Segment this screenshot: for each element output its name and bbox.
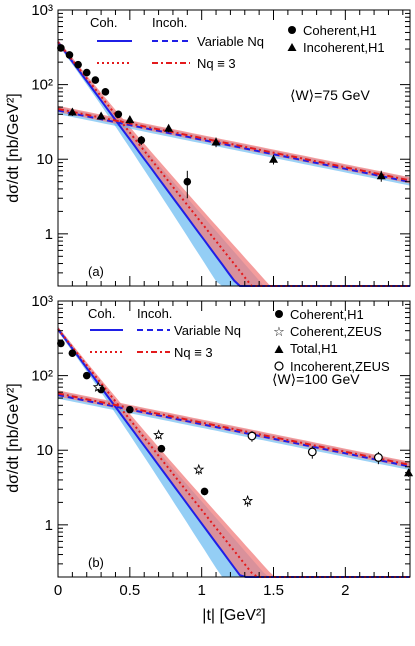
point-coherent-h1	[68, 349, 77, 357]
point-coherent-zeus	[92, 381, 104, 392]
incoherent-nq3-line	[57, 107, 411, 182]
legend-b-header-coh: Coh.	[88, 306, 115, 321]
panel-a-points	[57, 44, 386, 199]
legend-a-header-incoh: Incoh.	[152, 15, 187, 30]
panel-a-bands	[58, 39, 410, 287]
point-coherent-h1	[91, 76, 100, 84]
incoherent-nq3-line	[57, 392, 411, 466]
y-tick-label: 10	[36, 151, 53, 168]
x-tick-label: 1	[198, 582, 206, 599]
point-coherent-zeus	[242, 495, 254, 506]
panel-a-y-ticks: 1 10 10² 10³	[31, 2, 410, 287]
legend-b-marker-incoherent-zeus	[274, 361, 284, 371]
legend-a-label-coherent-h1: Coherent,H1	[303, 23, 377, 38]
panel-a-frame	[57, 9, 411, 287]
point-incoherent-zeus	[307, 447, 317, 457]
coherent-band-red	[58, 39, 410, 287]
x-tick-label: 0	[54, 582, 62, 599]
point-incoherent-h1	[96, 111, 106, 120]
point-incoherent-h1	[269, 154, 279, 163]
point-coherent-h1	[183, 177, 192, 186]
point-coherent-h1	[200, 487, 209, 496]
legend-a-row2: Nq ≡ 3	[197, 56, 236, 71]
point-incoherent-zeus	[373, 453, 383, 462]
panel-b-frame	[57, 300, 411, 578]
panel-b-x-ticks: 0 0.5 1 1.5 2	[54, 301, 404, 599]
panel-b-w-label: ⟨W⟩=100 GeV	[272, 371, 360, 387]
incoherent-band-red	[58, 390, 410, 468]
point-coherent-zeus	[193, 463, 205, 475]
y-tick-label: 10³	[31, 2, 53, 19]
point-coherent-h1	[82, 68, 91, 77]
y-tick-label: 1	[45, 226, 53, 243]
legend-a-marker-incoherent-h1	[287, 43, 297, 51]
legend-b-row1: Variable Nq	[174, 323, 241, 338]
panel-a-y-axis-label: dσ/dt [nb/GeV²]	[5, 93, 22, 202]
legend-b-marker-coherent-h1	[275, 310, 283, 318]
point-coherent-zeus	[153, 429, 165, 440]
y-tick-label: 10³	[31, 293, 53, 310]
legend-b-label-coherent-zeus: Coherent,ZEUS	[290, 324, 382, 339]
legend-b-marker-coherent-zeus: ☆	[273, 324, 285, 339]
incoherent-band-red	[58, 105, 410, 184]
point-incoherent-h1	[376, 171, 386, 180]
legend-a-row1: Variable Nq	[197, 34, 264, 49]
x-tick-label: 0.5	[119, 582, 140, 599]
point-coherent-h1	[114, 110, 123, 119]
point-coherent-h1	[126, 405, 134, 414]
panel-b-y-axis-label: dσ/dt [nb/GeV²]	[5, 383, 22, 492]
point-coherent-h1	[101, 88, 110, 96]
panel-a-w-label: ⟨W⟩=75 GeV	[290, 87, 370, 103]
x-tick-label: 2	[341, 582, 349, 599]
panel-b-y-ticks: 1 10 10² 10³	[31, 293, 410, 578]
panel-a-legend: Coh. Incoh. Variable Nq Nq ≡ 3 Coherent,…	[90, 15, 385, 71]
legend-b-label-coherent-h1: Coherent,H1	[290, 307, 364, 322]
legend-a-label-incoherent-h1: Incoherent,H1	[303, 40, 385, 55]
y-tick-label: 10²	[31, 368, 53, 385]
legend-b-marker-total-h1	[274, 345, 284, 353]
y-tick-label: 10	[36, 442, 53, 459]
y-tick-label: 10²	[31, 77, 53, 94]
point-coherent-h1	[157, 444, 166, 453]
legend-b-label-total-h1: Total,H1	[290, 341, 338, 356]
point-coherent-h1	[82, 371, 91, 380]
point-incoherent-h1	[125, 115, 135, 124]
point-coherent-h1	[65, 51, 74, 59]
point-incoherent-h1	[211, 137, 221, 146]
point-coherent-h1	[57, 44, 65, 52]
y-tick-label: 1	[45, 517, 53, 534]
panel-b-x-axis-label: |t| [GeV²]	[202, 607, 265, 624]
panel-a-x-ticks	[57, 10, 404, 286]
legend-a-header-coh: Coh.	[90, 15, 117, 30]
panel-b-points	[57, 339, 414, 507]
panel-a-label: (a)	[88, 264, 104, 279]
legend-b-header-incoh: Incoh.	[137, 306, 172, 321]
legend-b-label-incoherent-zeus: Incoherent,ZEUS	[290, 359, 390, 374]
point-coherent-h1	[57, 339, 65, 348]
point-coherent-h1	[74, 60, 82, 69]
panel-b-label: (b)	[88, 555, 104, 570]
legend-a-marker-coherent-h1	[288, 26, 296, 34]
x-tick-label: 1.5	[263, 582, 284, 599]
panel-a: 1 10 10² 10³ dσ/dt [nb/GeV²] (a) ⟨W⟩=75 GeV…	[5, 2, 411, 287]
point-coherent-h1	[137, 136, 146, 144]
point-incoherent-h1	[67, 107, 77, 116]
point-incoherent-h1	[164, 123, 174, 132]
point-incoherent-zeus	[247, 431, 257, 441]
panel-b: 1 10 10² 10³ 0 0.5 1 1.5 2 dσ/dt [nb/GeV²] |t| …	[5, 293, 414, 624]
legend-b-row2: Nq ≡ 3	[174, 345, 213, 360]
panel-b-legend: Coh. Incoh. Variable Nq Nq ≡ 3 Coherent,…	[88, 306, 390, 374]
